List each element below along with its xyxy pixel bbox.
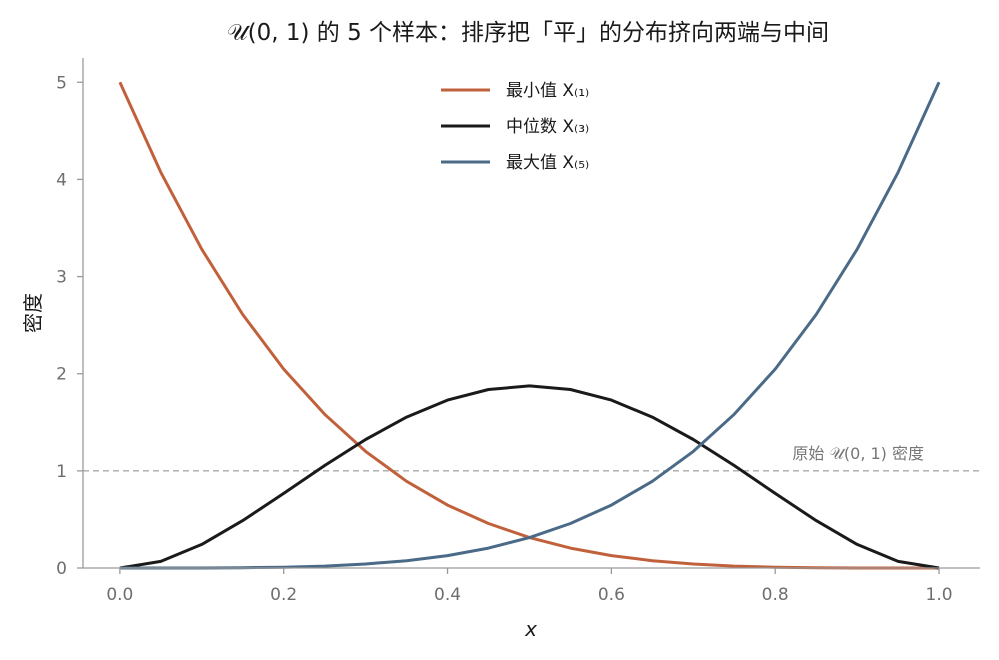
x-tick-label: 0.0 [106, 585, 133, 605]
x-tick-label: 0.4 [434, 585, 461, 605]
y-tick-label: 4 [56, 170, 67, 190]
legend-label-1: 最小值 X₍₁₎ [506, 81, 589, 101]
y-ticks: 0 1 2 3 4 5 [56, 73, 83, 579]
y-tick-label: 0 [56, 559, 67, 579]
x-axis-label: x [524, 617, 537, 641]
legend-label-3: 最大值 X₍₅₎ [506, 153, 589, 173]
y-tick-label: 3 [56, 268, 67, 288]
legend-label-2: 中位数 X₍₃₎ [506, 117, 589, 137]
legend: 最小值 X₍₁₎ 中位数 X₍₃₎ 最大值 X₍₅₎ [441, 81, 589, 173]
series-line-2 [119, 384, 940, 570]
y-tick-label: 2 [56, 365, 67, 385]
y-tick-label: 5 [56, 73, 67, 93]
y-axis-label: 密度 [21, 293, 45, 333]
x-tick-label: 0.8 [762, 585, 789, 605]
x-tick-label: 0.6 [598, 585, 625, 605]
reference-line-label: 原始 𝒰(0, 1) 密度 [792, 444, 924, 463]
y-tick-label: 1 [56, 462, 67, 482]
x-ticks: 0.0 0.2 0.4 0.6 0.8 1.0 [106, 568, 953, 605]
x-tick-label: 1.0 [926, 585, 953, 605]
x-tick-label: 0.2 [270, 585, 297, 605]
chart-title: 𝒰(0, 1) 的 5 个样本：排序把「平」的分布挤向两端与中间 [227, 20, 829, 46]
